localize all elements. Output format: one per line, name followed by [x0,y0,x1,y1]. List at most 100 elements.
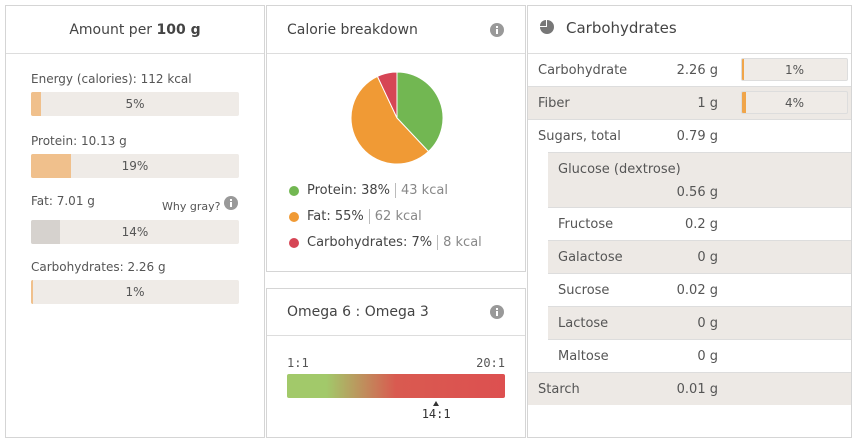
percent-label: 1% [784,63,805,77]
table-row: Carbohydrate 2.26 g 1% [528,53,851,86]
percent-track: 5% [31,92,239,116]
table-row: Lactose 0 g [548,306,851,339]
header-title: Calorie breakdown [287,22,418,38]
nutrient-label: Protein: 10.13 g [31,134,127,148]
panel-header: Omega 6 : Omega 3 [267,289,525,336]
table-row: Sugars, total 0.79 g [528,119,851,152]
row-value: 0.56 g [676,185,718,200]
row-value: 0 g [697,316,718,331]
why-gray-link[interactable]: Why gray? [162,200,221,213]
nutrient-value: 112 kcal [140,72,192,86]
percent-label: 14% [121,225,149,239]
percent-fill [31,154,71,178]
pie-chart [350,71,444,165]
calorie-panel: Calorie breakdown Protein: 38% 43 kcal Fat… [266,5,526,272]
legend-kcal: 43 kcal [395,183,448,198]
omega-panel: Omega 6 : Omega 3 1:1 20:1 14:1 [266,288,526,438]
panel-header: Calorie breakdown [267,6,525,54]
row-value: 0 g [697,349,718,364]
panel-header: Carbohydrates [528,6,851,54]
nutrition-panel: Amount per 100 g Energy (calories): 112 … [5,5,265,438]
row-value: 0 g [697,250,718,265]
row-label: Galactose [558,250,623,265]
legend-dot [289,186,299,196]
table-row: Sucrose 0.02 g [548,273,851,306]
nutrient-value: 10.13 g [80,134,127,148]
percent-track: 19% [31,154,239,178]
percent-track: 4% [741,91,848,114]
header-title: Omega 6 : Omega 3 [287,304,429,320]
info-icon[interactable] [224,196,238,210]
row-label: Sugars, total [538,129,621,144]
legend-kcal: 62 kcal [368,209,422,224]
percent-label: 19% [121,159,149,173]
nutrient-name: Protein: [31,134,78,148]
table-row: Galactose 0 g [548,240,851,273]
legend-entry: Fat: 55% 62 kcal [307,209,422,224]
row-value: 0.2 g [684,217,718,232]
legend-dot [289,238,299,248]
percent-label: 1% [125,285,145,299]
row-label: Lactose [558,316,609,331]
legend-entry: Carbohydrates: 7% 8 kcal [307,235,482,250]
ratio-label: 14:1 [421,407,451,421]
table-row: Fiber 1 g 4% [528,86,851,119]
nutrient-value: 7.01 g [56,194,95,208]
table-row: Starch 0.01 g [528,372,851,405]
legend-entry: Protein: 38% 43 kcal [307,183,448,198]
panel-header: Amount per 100 g [6,6,264,54]
pie-slice [350,75,430,165]
nutrient-name: Fat: [31,194,53,208]
legend-label: Protein: [307,183,357,198]
scale-max-label: 20:1 [476,356,505,370]
row-label: Fructose [558,217,614,232]
row-value: 0.01 g [676,382,718,397]
row-value: 0.79 g [676,129,718,144]
percent-label: 4% [784,96,805,110]
info-icon[interactable] [490,23,504,37]
row-label: Carbohydrate [538,63,628,78]
legend-percent: 38% [361,183,390,198]
legend-kcal: 8 kcal [437,235,482,250]
nutrient-label: Fat: 7.01 g [31,194,95,208]
info-icon[interactable] [490,305,504,319]
legend-label: Carbohydrates: [307,235,408,250]
legend-percent: 7% [411,235,433,250]
row-label: Starch [538,382,580,397]
ratio-marker [433,401,440,406]
header-title: Amount per 100 g [6,22,264,38]
percent-fill [742,59,744,80]
nutrient-name: Energy (calories): [31,72,137,86]
row-value: 1 g [697,96,718,111]
legend-percent: 55% [334,209,364,224]
pie-icon [540,20,554,34]
scale-min-label: 1:1 [287,356,309,370]
percent-track: 1% [31,280,239,304]
percent-label: 5% [125,97,145,111]
pie-slice [396,71,444,153]
carbs-panel: Carbohydrates Carbohydrate 2.26 g 1% Fiber 1… [527,5,852,438]
title-text: Amount per [69,22,153,38]
percent-fill [31,220,61,244]
ratio-scale [287,374,505,398]
pie-slice [376,71,398,119]
row-label: Glucose (dextrose) [558,162,681,177]
header-title: Carbohydrates [566,19,677,37]
table-row: Fructose 0.2 g [548,207,851,240]
row-label: Sucrose [558,283,610,298]
legend-label: Fat: [307,209,331,224]
row-value: 2.26 g [676,63,718,78]
nutrient-value: 2.26 g [127,260,166,274]
percent-track: 14% [31,220,239,244]
legend-dot [289,212,299,222]
nutrient-label: Carbohydrates: 2.26 g [31,260,166,274]
row-label: Fiber [538,96,570,111]
percent-fill [742,92,747,113]
percent-track: 1% [741,58,848,81]
table-row: Glucose (dextrose) 0.56 g [548,152,851,207]
row-value: 0.02 g [676,283,718,298]
percent-fill [31,280,34,304]
row-label: Maltose [558,349,609,364]
nutrient-name: Carbohydrates: [31,260,124,274]
table-row: Maltose 0 g [548,339,851,372]
